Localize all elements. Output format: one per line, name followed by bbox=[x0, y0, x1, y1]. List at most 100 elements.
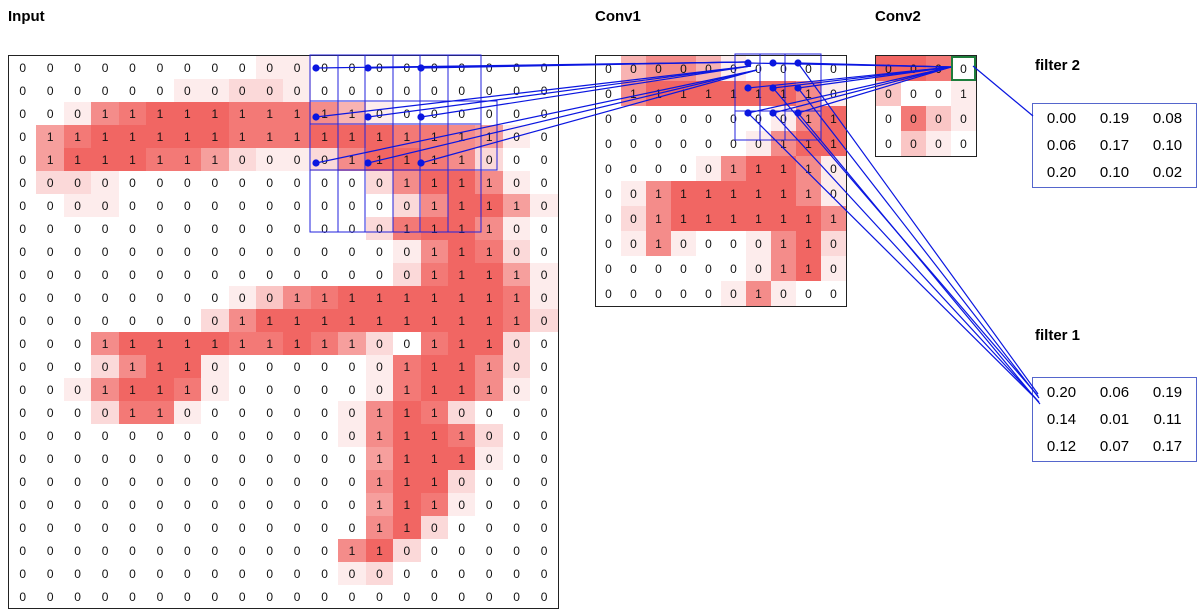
grid-cell: 0 bbox=[513, 589, 520, 604]
grid-cell: 0 bbox=[129, 198, 136, 213]
grid-cell: 0 bbox=[184, 290, 191, 305]
grid-cell: 0 bbox=[211, 221, 219, 236]
grid-cell: 0 bbox=[348, 382, 356, 397]
grid-cell: 0 bbox=[266, 405, 273, 420]
grid-cell: 0 bbox=[293, 497, 301, 512]
grid-cell: 0 bbox=[266, 175, 273, 190]
grid-cell: 0 bbox=[19, 221, 27, 236]
grid-cell: 1 bbox=[420, 194, 448, 217]
grid-cell: 0 bbox=[530, 194, 558, 217]
grid-cell: 0 bbox=[211, 60, 219, 75]
grid-cell: 1 bbox=[365, 493, 394, 516]
grid-cell: 0 bbox=[485, 497, 493, 512]
grid-cell: 1 bbox=[448, 332, 476, 355]
grid-cell: 1 bbox=[393, 470, 421, 493]
grid-cell: 0 bbox=[293, 474, 301, 489]
grid-cell: 0 bbox=[365, 102, 394, 125]
grid-cell: 1 bbox=[393, 171, 421, 194]
grid-cell: 0 bbox=[46, 520, 54, 535]
grid-cell: 0 bbox=[293, 175, 301, 190]
grid-cell: 0 bbox=[63, 171, 92, 194]
grid-cell: 0 bbox=[540, 152, 548, 167]
grid-cell: 0 bbox=[211, 428, 219, 443]
grid-cell: 0 bbox=[403, 106, 411, 121]
grid-cell: 0 bbox=[746, 231, 771, 256]
grid-cell: 1 bbox=[118, 102, 147, 125]
grid-cell: 0 bbox=[19, 83, 27, 98]
grid-cell: 1 bbox=[393, 424, 421, 447]
grid-cell: 0 bbox=[680, 261, 687, 276]
grid-cell: 0 bbox=[129, 520, 136, 535]
grid-cell: 0 bbox=[485, 405, 493, 420]
grid-cell: 0 bbox=[101, 520, 109, 535]
grid-cell: 0 bbox=[403, 83, 411, 98]
grid-cell: 0 bbox=[321, 175, 328, 190]
grid-cell: 1 bbox=[255, 309, 284, 332]
grid-cell: 1 bbox=[146, 401, 174, 424]
grid-cell: 0 bbox=[293, 428, 301, 443]
grid-cell: 0 bbox=[530, 309, 558, 332]
grid-cell: 0 bbox=[821, 256, 846, 281]
grid-cell: 1 bbox=[475, 194, 503, 217]
grid-cell: 0 bbox=[129, 428, 136, 443]
grid-cell: 0 bbox=[475, 148, 503, 171]
grid-cell: 0 bbox=[156, 589, 164, 604]
grid-cell: 0 bbox=[458, 60, 466, 75]
grid-cell: 1 bbox=[201, 148, 229, 171]
grid-cell: 1 bbox=[365, 401, 394, 424]
grid-cell: 0 bbox=[46, 543, 54, 558]
grid-cell: 0 bbox=[376, 60, 383, 75]
grid-cell: 1 bbox=[146, 125, 174, 148]
grid-cell: 0 bbox=[365, 355, 394, 378]
grid-cell: 0 bbox=[184, 221, 191, 236]
grid-cell: 0 bbox=[19, 336, 27, 351]
grid-cell: 0 bbox=[365, 171, 394, 194]
grid-cell: 1 bbox=[36, 148, 64, 171]
grid-cell: 1 bbox=[420, 378, 448, 401]
filter1-label: filter 1 bbox=[1035, 327, 1081, 344]
grid-cell: 1 bbox=[448, 148, 476, 171]
grid-cell: 0 bbox=[513, 543, 520, 558]
input-label: Input bbox=[8, 8, 45, 25]
grid-cell: 1 bbox=[173, 355, 202, 378]
grid-cell: 1 bbox=[393, 125, 421, 148]
grid-cell: 0 bbox=[348, 198, 356, 213]
grid-cell: 0 bbox=[156, 474, 164, 489]
grid-cell: 0 bbox=[730, 261, 737, 276]
grid-cell: 0 bbox=[348, 451, 356, 466]
filter1-weight: 0.06 bbox=[1099, 384, 1130, 401]
grid-cell: 1 bbox=[771, 81, 796, 106]
grid-cell: 0 bbox=[101, 589, 109, 604]
grid-cell: 1 bbox=[621, 81, 646, 106]
grid-cell: 0 bbox=[46, 221, 54, 236]
grid-cell: 0 bbox=[91, 401, 119, 424]
grid-cell: 1 bbox=[771, 181, 796, 206]
grid-cell: 0 bbox=[228, 148, 256, 171]
filter1-weight: 0.14 bbox=[1046, 411, 1077, 428]
grid-cell: 1 bbox=[475, 355, 503, 378]
grid-cell: 0 bbox=[513, 152, 520, 167]
grid-cell: 0 bbox=[885, 136, 892, 151]
grid-cell: 1 bbox=[696, 181, 721, 206]
grid-cell: 0 bbox=[184, 175, 191, 190]
grid-cell: 1 bbox=[475, 332, 503, 355]
grid-cell: 1 bbox=[796, 156, 821, 181]
grid-cell: 0 bbox=[101, 474, 109, 489]
grid-cell: 0 bbox=[321, 382, 328, 397]
grid-cell: 0 bbox=[376, 244, 383, 259]
grid-cell: 1 bbox=[393, 447, 421, 470]
grid-cell: 1 bbox=[365, 286, 394, 309]
grid-cell: 0 bbox=[376, 83, 383, 98]
grid-cell: 0 bbox=[540, 589, 548, 604]
grid-cell: 0 bbox=[485, 474, 493, 489]
grid-cell: 1 bbox=[255, 332, 284, 355]
grid-cell: 1 bbox=[118, 401, 147, 424]
grid-cell: 0 bbox=[156, 267, 164, 282]
grid-cell: 1 bbox=[721, 206, 746, 231]
grid-cell: 1 bbox=[228, 102, 256, 125]
grid-cell: 0 bbox=[605, 286, 612, 301]
grid-cell: 0 bbox=[458, 106, 466, 121]
filter2-weight: 0.17 bbox=[1099, 137, 1130, 154]
grid-cell: 0 bbox=[156, 198, 164, 213]
grid-cell: 0 bbox=[101, 451, 109, 466]
